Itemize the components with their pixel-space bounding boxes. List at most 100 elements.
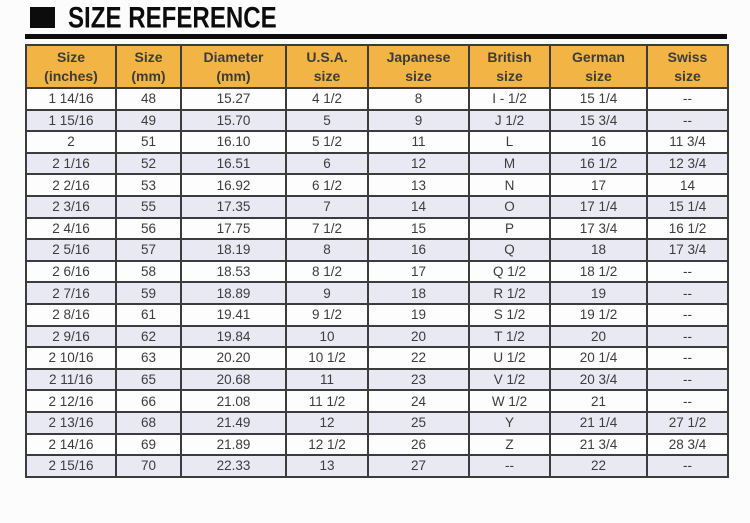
table-cell-swiss-size: -- [646,302,729,327]
table-cell-swiss-size: -- [646,281,729,305]
table-cell-usa-size: 10 [285,324,369,349]
table-cell-size-mm: 70 [115,454,182,478]
table-cell-british-size: Y [468,410,551,435]
table-row: 2 1/16 52 16.51 6 12 M 16 1/2 12 3/4 [25,151,729,176]
column-header-line1: U.S.A. [306,48,348,65]
table-cell-british-size: V 1/2 [468,367,551,392]
table-cell-size-mm: 62 [115,324,182,349]
table-cell-usa-size: 11 1/2 [285,389,369,413]
table-cell-japanese-size: 18 [367,281,470,305]
page-header: SIZE REFERENCE [0,0,750,34]
table-cell-japanese-size: 25 [367,410,470,435]
table-cell-japanese-size: 19 [367,302,470,327]
table-cell-diameter-mm: 21.08 [180,389,287,413]
table-cell-size-mm: 53 [115,173,182,197]
table-header-row: Size (inches) Size (mm) Diameter (mm) U.S.A. si… [25,44,729,89]
table-cell-usa-size: 9 [285,281,369,305]
table-cell-japanese-size: 12 [367,151,470,176]
column-header-line1: Diameter [203,48,264,65]
table-cell-german-size: 15 1/4 [549,87,648,111]
table-cell-german-size: 16 [549,130,648,154]
table-cell-swiss-size: 28 3/4 [646,432,729,457]
table-cell-size-inches: 1 14/16 [25,87,117,111]
table-cell-size-mm: 58 [115,259,182,284]
column-header-line2: (mm) [216,67,251,84]
table-cell-british-size: T 1/2 [468,324,551,349]
table-cell-japanese-size: 15 [367,216,470,241]
table-cell-size-inches: 2 11/16 [25,367,117,392]
table-header: Size (inches) Size (mm) Diameter (mm) U.S.A. si… [25,44,729,89]
table-cell-size-inches: 2 13/16 [25,410,117,435]
table-cell-german-size: 16 1/2 [549,151,648,176]
table-cell-usa-size: 12 [285,410,369,435]
table-cell-diameter-mm: 15.27 [180,87,287,111]
table-cell-usa-size: 7 [285,194,369,219]
table-cell-british-size: P [468,216,551,241]
column-header-swiss-size: Swiss size [646,44,729,89]
table-cell-size-inches: 2 3/16 [25,194,117,219]
table-cell-size-inches: 2 2/16 [25,173,117,197]
table-row: 2 51 16.10 5 1/2 11 L 16 11 3/4 [25,130,729,154]
table-cell-swiss-size: 15 1/4 [646,194,729,219]
table-cell-swiss-size: 11 3/4 [646,130,729,154]
table-cell-german-size: 17 3/4 [549,216,648,241]
table-cell-diameter-mm: 16.10 [180,130,287,154]
table-cell-usa-size: 7 1/2 [285,216,369,241]
table-cell-usa-size: 12 1/2 [285,432,369,457]
table-cell-usa-size: 6 [285,151,369,176]
table-row: 2 11/16 65 20.68 11 23 V 1/2 20 3/4 -- [25,367,729,392]
table-cell-british-size: Z [468,432,551,457]
table-cell-diameter-mm: 20.20 [180,346,287,370]
table-cell-japanese-size: 16 [367,238,470,262]
table-cell-size-mm: 55 [115,194,182,219]
table-cell-british-size: Q 1/2 [468,259,551,284]
column-header-line1: Japanese [386,48,451,65]
column-header-size-inches: Size (inches) [25,44,117,89]
table-body: 1 14/16 48 15.27 4 1/2 8 I - 1/2 15 1/4 -- 1 15/… [25,87,729,478]
table-cell-swiss-size: -- [646,454,729,478]
table-cell-size-inches: 2 8/16 [25,302,117,327]
table-cell-swiss-size: -- [646,346,729,370]
column-header-british-size: British size [468,44,551,89]
table-row: 2 13/16 68 21.49 12 25 Y 21 1/4 27 1/2 [25,410,729,435]
table-cell-usa-size: 5 [285,108,369,133]
table-cell-size-mm: 57 [115,238,182,262]
table-cell-british-size: I - 1/2 [468,87,551,111]
table-cell-size-inches: 2 10/16 [25,346,117,370]
column-header-japanese-size: Japanese size [367,44,470,89]
table-row: 2 15/16 70 22.33 13 27 -- 22 -- [25,454,729,478]
column-header-diameter-mm: Diameter (mm) [180,44,287,89]
table-cell-british-size: R 1/2 [468,281,551,305]
table-cell-size-mm: 52 [115,151,182,176]
table-cell-size-inches: 2 15/16 [25,454,117,478]
table-cell-swiss-size: -- [646,389,729,413]
table-row: 1 15/16 49 15.70 5 9 J 1/2 15 3/4 -- [25,108,729,133]
column-header-line1: Size [134,48,163,65]
table-cell-diameter-mm: 16.92 [180,173,287,197]
table-cell-size-mm: 63 [115,346,182,370]
table-cell-swiss-size: 12 3/4 [646,151,729,176]
table-cell-diameter-mm: 17.75 [180,216,287,241]
table-cell-size-mm: 65 [115,367,182,392]
column-header-size-mm: Size (mm) [115,44,182,89]
table-cell-swiss-size: -- [646,324,729,349]
table-cell-japanese-size: 22 [367,346,470,370]
table-cell-usa-size: 4 1/2 [285,87,369,111]
table-cell-diameter-mm: 18.89 [180,281,287,305]
table-cell-japanese-size: 24 [367,389,470,413]
table-cell-german-size: 17 1/4 [549,194,648,219]
table-cell-japanese-size: 9 [367,108,470,133]
table-cell-swiss-size: 27 1/2 [646,410,729,435]
table-cell-british-size: O [468,194,551,219]
table-cell-size-inches: 2 6/16 [25,259,117,284]
page-title: SIZE REFERENCE [68,0,277,34]
column-header-usa-size: U.S.A. size [285,44,369,89]
table-cell-usa-size: 8 1/2 [285,259,369,284]
column-header-line1: Swiss [667,48,708,65]
table-cell-size-mm: 66 [115,389,182,413]
table-cell-diameter-mm: 18.53 [180,259,287,284]
table-cell-size-mm: 68 [115,410,182,435]
table-row: 2 4/16 56 17.75 7 1/2 15 P 17 3/4 16 1/2 [25,216,729,241]
table-cell-swiss-size: -- [646,259,729,284]
